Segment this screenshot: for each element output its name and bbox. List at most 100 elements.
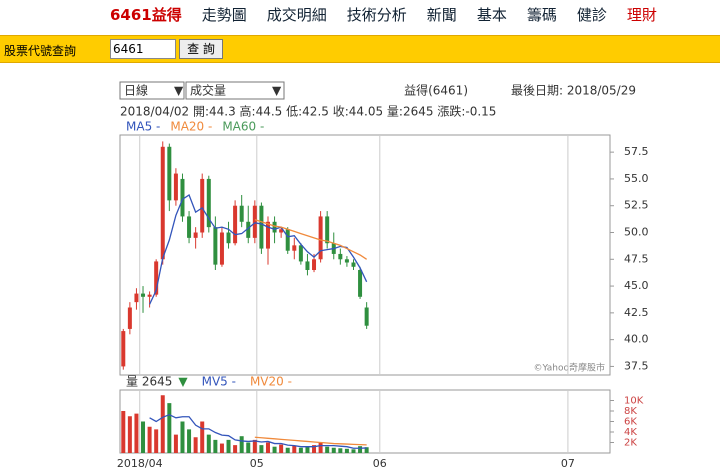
x-tick-label: 2018/04 [117,457,163,470]
search-button[interactable]: 查 詢 [179,39,223,59]
nav-item[interactable]: 成交明細 [266,6,327,24]
candle-body [226,232,231,244]
volume-bar [154,429,159,453]
volume-bar [259,445,264,453]
x-tick-label: 05 [250,457,264,470]
candle-body [338,253,343,260]
ma-line [254,219,367,260]
volume-bar [298,447,303,453]
volume-bar [141,421,146,453]
volume-arrow: ▼ [178,375,188,389]
volume-bar [147,426,152,453]
y-tick-label: 4K [624,427,637,438]
search-label: 股票代號查詢 [4,44,77,58]
x-tick-label: 06 [373,457,387,470]
candle-body [147,294,152,297]
quote: 2018/04/02 開:44.3 高:44.5 低:42.5 收:44.05 … [120,104,496,119]
volume-bar [344,448,349,453]
candle-body [193,232,198,238]
candle-body [246,221,251,238]
volume-bar [200,421,205,453]
y-tick-label: 50.0 [624,226,649,239]
volume-bar [351,449,356,453]
volume-bar [285,447,290,453]
volume-bar [325,446,330,453]
nav-item[interactable]: 6461益得 [110,6,182,24]
volume-bar [219,443,224,453]
candle-body [239,205,244,222]
period-text: 日線 [124,83,148,98]
candle-body [180,178,185,217]
candle-body [206,178,211,228]
candle-body [154,261,159,295]
search-input[interactable]: 6461 [110,39,176,59]
candle-body [364,307,369,326]
candle-body [265,221,270,249]
y-tick-label: 10K [624,396,644,407]
volume-bar [246,442,251,453]
y-tick-label: 42.5 [624,306,649,319]
select-arrow: ▼ [174,84,184,98]
candle-body [121,331,126,367]
nav-item[interactable]: 走勢圖 [201,6,247,24]
volume-bar [358,446,363,453]
candle-body [259,205,264,249]
y-tick-label: 57.5 [624,145,649,158]
candle-body [351,262,356,267]
candle-body [279,229,284,233]
y-tick-label: 37.5 [624,359,649,372]
indicator-select[interactable] [185,81,285,100]
nav-item[interactable]: 技術分析 [346,6,407,24]
volume-bar [167,403,172,453]
volume-bar [173,434,178,453]
last-date: 最後日期: 2018/05/29 [511,84,636,98]
volume-bar [292,445,297,453]
volume-bar [233,445,238,453]
volume-bar [305,446,310,453]
y-tick-label: 40.0 [624,333,649,346]
watermark: ©Yahoo奇摩股市 [534,362,606,374]
volume-bar [160,395,165,453]
candle-body [167,146,172,201]
period-select[interactable] [119,81,185,100]
volume-bar [331,447,336,453]
legend-entry: MA5 - [126,120,160,134]
search-bar: 股票代號查詢 6461 查 詢 [0,35,720,63]
mv-line [149,413,367,449]
x-tick-label: 07 [561,457,575,470]
candle-body [160,146,165,260]
nav-item[interactable]: 新聞 [426,6,457,24]
volume-bar [279,444,284,453]
legend-entry: MV5 - [202,375,236,389]
candle-body [298,245,303,262]
candle-body [200,178,205,233]
volume-bar [272,446,277,453]
price-frame [119,134,611,376]
volume-bar [134,413,139,453]
candle-body [292,245,297,251]
legend-entry: MA60 - [222,120,264,134]
candle-body [272,221,277,233]
candle-body [305,261,310,270]
volume-bar [180,421,185,453]
nav-item[interactable]: 基本 [476,6,507,24]
candle-body [127,307,132,329]
y-tick-label: 47.5 [624,252,649,265]
volume-bar [265,442,270,453]
nav: 6461益得 走勢圖 成交明細 技術分析 新聞 基本 籌碼 健診 理財 [110,4,677,25]
nav-item[interactable]: 理財 [626,6,657,24]
nav-item[interactable]: 健診 [576,6,607,24]
volume-bar [206,434,211,453]
stock-name: 益得(6461) [404,83,468,98]
candle-body [173,173,178,201]
y-tick-label: 8K [624,406,637,417]
candle-body [219,232,224,265]
y-tick-label: 52.5 [624,199,649,212]
candle-body [252,205,257,238]
y-tick-label: 6K [624,417,637,428]
volume-bar [213,439,218,453]
candle-body [213,227,218,265]
mv-line [254,436,367,446]
nav-item[interactable]: 籌碼 [526,6,557,24]
